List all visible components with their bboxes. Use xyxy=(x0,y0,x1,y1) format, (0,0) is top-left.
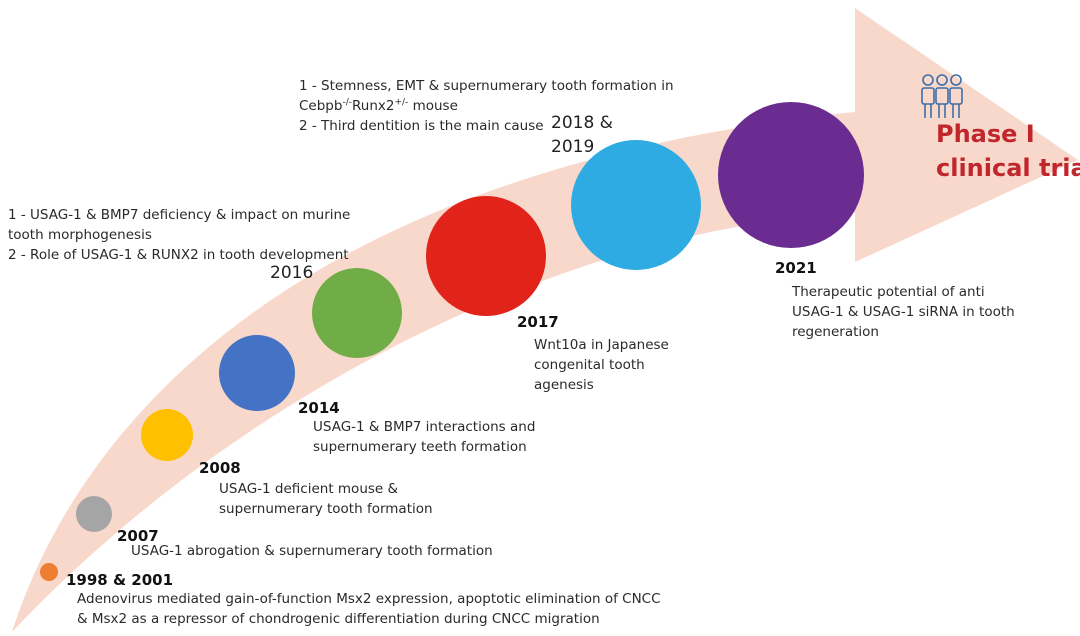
text-line: 2 - Third dentition is the main cause xyxy=(299,118,544,134)
text-line: & Msx2 as a repressor of chondrogenic di… xyxy=(77,611,600,627)
text-line: Adenovirus mediated gain-of-function Msx… xyxy=(77,591,661,607)
text-line: regeneration xyxy=(792,324,879,340)
text-line: USAG-1 deficient mouse & xyxy=(219,481,399,497)
phase-line-1: Phase I xyxy=(936,120,1035,148)
genotype-sup-2: +/- xyxy=(394,97,409,108)
milestone-circle-2017 xyxy=(426,196,546,316)
text-line: USAG-1 & BMP7 interactions and xyxy=(313,419,536,435)
milestone-text-2014: USAG-1 & BMP7 interactions and supernume… xyxy=(313,417,535,457)
mouse-suffix: mouse xyxy=(408,98,458,114)
milestone-circle-2018-2019 xyxy=(571,140,701,270)
year-label-1998-2001: 1998 & 2001 xyxy=(66,571,174,589)
text-line: USAG-1 & USAG-1 siRNA in tooth xyxy=(792,304,1015,320)
milestone-text-2017: Wnt10a in Japanese congenital tooth agen… xyxy=(534,335,669,395)
year-label-2014: 2014 xyxy=(298,399,340,417)
year-label-2016: 2016 xyxy=(270,263,314,283)
text-line: agenesis xyxy=(534,377,594,393)
text-line: tooth morphogenesis xyxy=(8,227,152,243)
milestone-circle-2016 xyxy=(312,268,402,358)
year-label-2021: 2021 xyxy=(775,259,817,277)
text-line: 1 - USAG-1 & BMP7 deficiency & impact on… xyxy=(8,207,351,223)
gene-runx2: Runx2 xyxy=(351,98,395,114)
phase-line-2: clinical trial xyxy=(936,154,1080,182)
year-line: 2019 xyxy=(551,137,595,157)
phase-trial-label: Phase I clinical trial xyxy=(936,117,1080,185)
year-label-2018-2019: 2018 & 2019 xyxy=(551,111,613,159)
milestone-text-1998-2001: Adenovirus mediated gain-of-function Msx… xyxy=(77,589,661,629)
text-line: 1 - Stemness, EMT & supernumerary tooth … xyxy=(299,78,674,94)
text-line: supernumerary teeth formation xyxy=(313,439,527,455)
year-label-2008: 2008 xyxy=(199,459,241,477)
text-line: 2 - Role of USAG-1 & RUNX2 in tooth deve… xyxy=(8,247,349,263)
gene-cebpb: Cebpb xyxy=(299,98,343,114)
text-line: Therapeutic potential of anti xyxy=(792,284,985,300)
milestone-text-2008: USAG-1 deficient mouse & supernumerary t… xyxy=(219,479,433,519)
milestone-circle-2007 xyxy=(76,496,112,532)
text-line: USAG-1 abrogation & supernumerary tooth … xyxy=(131,543,493,559)
text-line-genotype: Cebpb-/-Runx2+/- mouse xyxy=(299,96,674,116)
text-line: Wnt10a in Japanese xyxy=(534,337,669,353)
people-icon xyxy=(921,74,963,118)
milestone-circle-2014 xyxy=(219,335,295,411)
year-label-2017: 2017 xyxy=(517,313,559,331)
milestone-circle-1998 xyxy=(40,563,58,581)
genotype-sup-1: -/- xyxy=(342,97,352,108)
text-line: supernumerary tooth formation xyxy=(219,501,433,517)
year-line: 2018 & xyxy=(551,113,613,133)
milestone-circle-2021 xyxy=(718,102,864,248)
milestone-text-2018-2019: 1 - Stemness, EMT & supernumerary tooth … xyxy=(299,76,674,136)
milestone-circle-2008 xyxy=(141,409,193,461)
year-label-2007: 2007 xyxy=(117,527,159,545)
milestone-text-2016: 1 - USAG-1 & BMP7 deficiency & impact on… xyxy=(8,205,350,265)
milestone-text-2007: USAG-1 abrogation & supernumerary tooth … xyxy=(131,541,493,561)
milestone-text-2021: Therapeutic potential of anti USAG-1 & U… xyxy=(792,282,1015,342)
text-line: congenital tooth xyxy=(534,357,645,373)
